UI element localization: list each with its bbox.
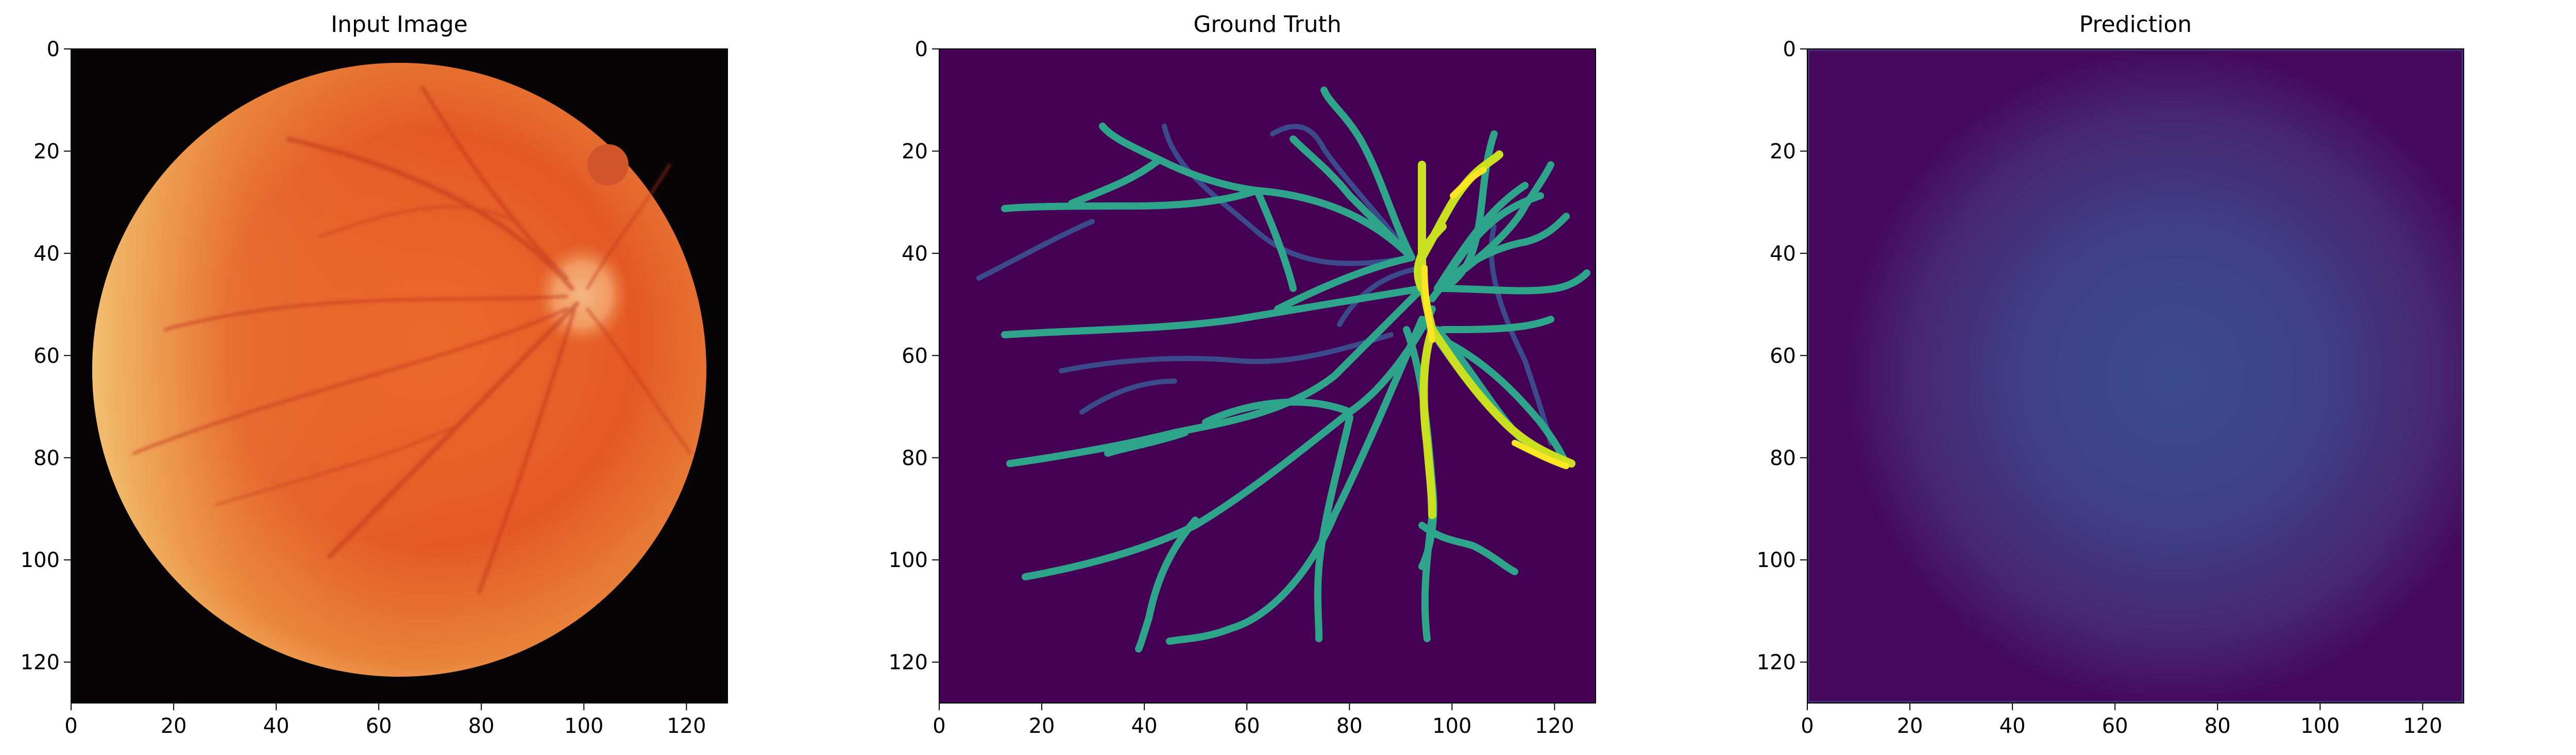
y-tick-label: 20 [902, 140, 928, 163]
y-tick-label: 40 [33, 242, 60, 266]
axes-2: 0 20 40 60 80 100 120 0 20 40 60 80 100 120 [1757, 38, 2464, 738]
peak-vessels [1421, 167, 1569, 469]
y-tick-label: 100 [889, 548, 928, 572]
y-tick-label: 80 [1770, 447, 1796, 470]
panel-input-image: Input Image [71, 11, 727, 703]
y-tick-label: 80 [902, 447, 928, 470]
y-tick-label: 0 [1783, 38, 1796, 61]
panel-title-prediction: Prediction [2079, 11, 2192, 38]
y-tick-label: 120 [21, 651, 60, 675]
x-tick-label: 100 [564, 714, 603, 738]
x-tick-label: 100 [1432, 714, 1471, 738]
x-tick-label: 60 [366, 714, 392, 738]
x-tick-label: 20 [161, 714, 187, 738]
panel-title-input: Input Image [331, 11, 468, 38]
y-tick-label: 100 [21, 548, 60, 572]
axes-0: 0 20 40 60 80 100 120 0 20 40 60 80 100 120 [21, 38, 728, 738]
x-tick-label: 40 [1131, 714, 1158, 738]
y-tick-label: 80 [33, 447, 60, 470]
axes-spine [71, 48, 728, 703]
fundus-vessels [132, 85, 692, 594]
x-tick-label: 120 [2403, 714, 2442, 738]
x-tick-label: 40 [1999, 714, 2026, 738]
y-tick-label: 100 [1757, 548, 1796, 572]
y-tick-label: 0 [915, 38, 928, 61]
x-tick-label: 20 [1897, 714, 1923, 738]
y-tick-label: 60 [1770, 344, 1796, 368]
x-tick-label: 80 [2205, 714, 2231, 738]
x-tick-label: 0 [64, 714, 77, 738]
x-tick-label: 80 [1336, 714, 1363, 738]
x-tick-label: 100 [2300, 714, 2340, 738]
panel-ground-truth: Ground Truth [939, 11, 1596, 703]
y-tick-label: 60 [902, 344, 928, 368]
axes-layer: 0 20 40 60 80 100 120 0 20 40 60 80 100 120 0 20 40 60 80 1… [21, 38, 2464, 738]
fundus-image [71, 49, 727, 703]
x-tick-label: 120 [1535, 714, 1574, 738]
axes-spine [1807, 48, 2464, 703]
y-tick-label: 20 [1770, 140, 1796, 163]
x-tick-label: 80 [468, 714, 495, 738]
x-tick-label: 120 [667, 714, 706, 738]
vessels [1001, 87, 1590, 653]
prediction-map [1807, 49, 2464, 703]
axes-1: 0 20 40 60 80 100 120 0 20 40 60 80 100 120 [889, 38, 1596, 738]
axes-spine [939, 48, 1596, 703]
y-tick-label: 120 [1757, 651, 1796, 675]
x-tick-label: 40 [263, 714, 290, 738]
y-tick-label: 20 [33, 140, 60, 163]
x-tick-label: 0 [1801, 714, 1814, 738]
panel-title-truth: Ground Truth [1193, 11, 1341, 38]
x-tick-label: 20 [1029, 714, 1055, 738]
y-tick-label: 40 [902, 242, 928, 266]
y-tick-label: 40 [1770, 242, 1796, 266]
y-tick-label: 120 [889, 651, 928, 675]
panel-prediction: Prediction [1807, 11, 2464, 703]
y-tick-label: 60 [33, 344, 60, 368]
x-tick-label: 60 [2102, 714, 2128, 738]
vessel-mask [939, 49, 1596, 703]
x-tick-label: 60 [1234, 714, 1260, 738]
x-tick-label: 0 [933, 714, 945, 738]
y-tick-label: 0 [47, 38, 60, 61]
